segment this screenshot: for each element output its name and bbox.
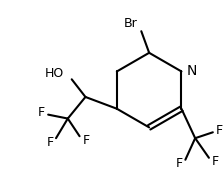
Text: Br: Br <box>124 17 137 30</box>
Text: F: F <box>216 124 223 137</box>
Text: F: F <box>212 155 219 168</box>
Text: HO: HO <box>45 67 64 80</box>
Text: F: F <box>83 134 90 147</box>
Text: N: N <box>186 64 197 78</box>
Text: F: F <box>38 106 45 119</box>
Text: F: F <box>175 157 182 170</box>
Text: F: F <box>47 136 54 149</box>
